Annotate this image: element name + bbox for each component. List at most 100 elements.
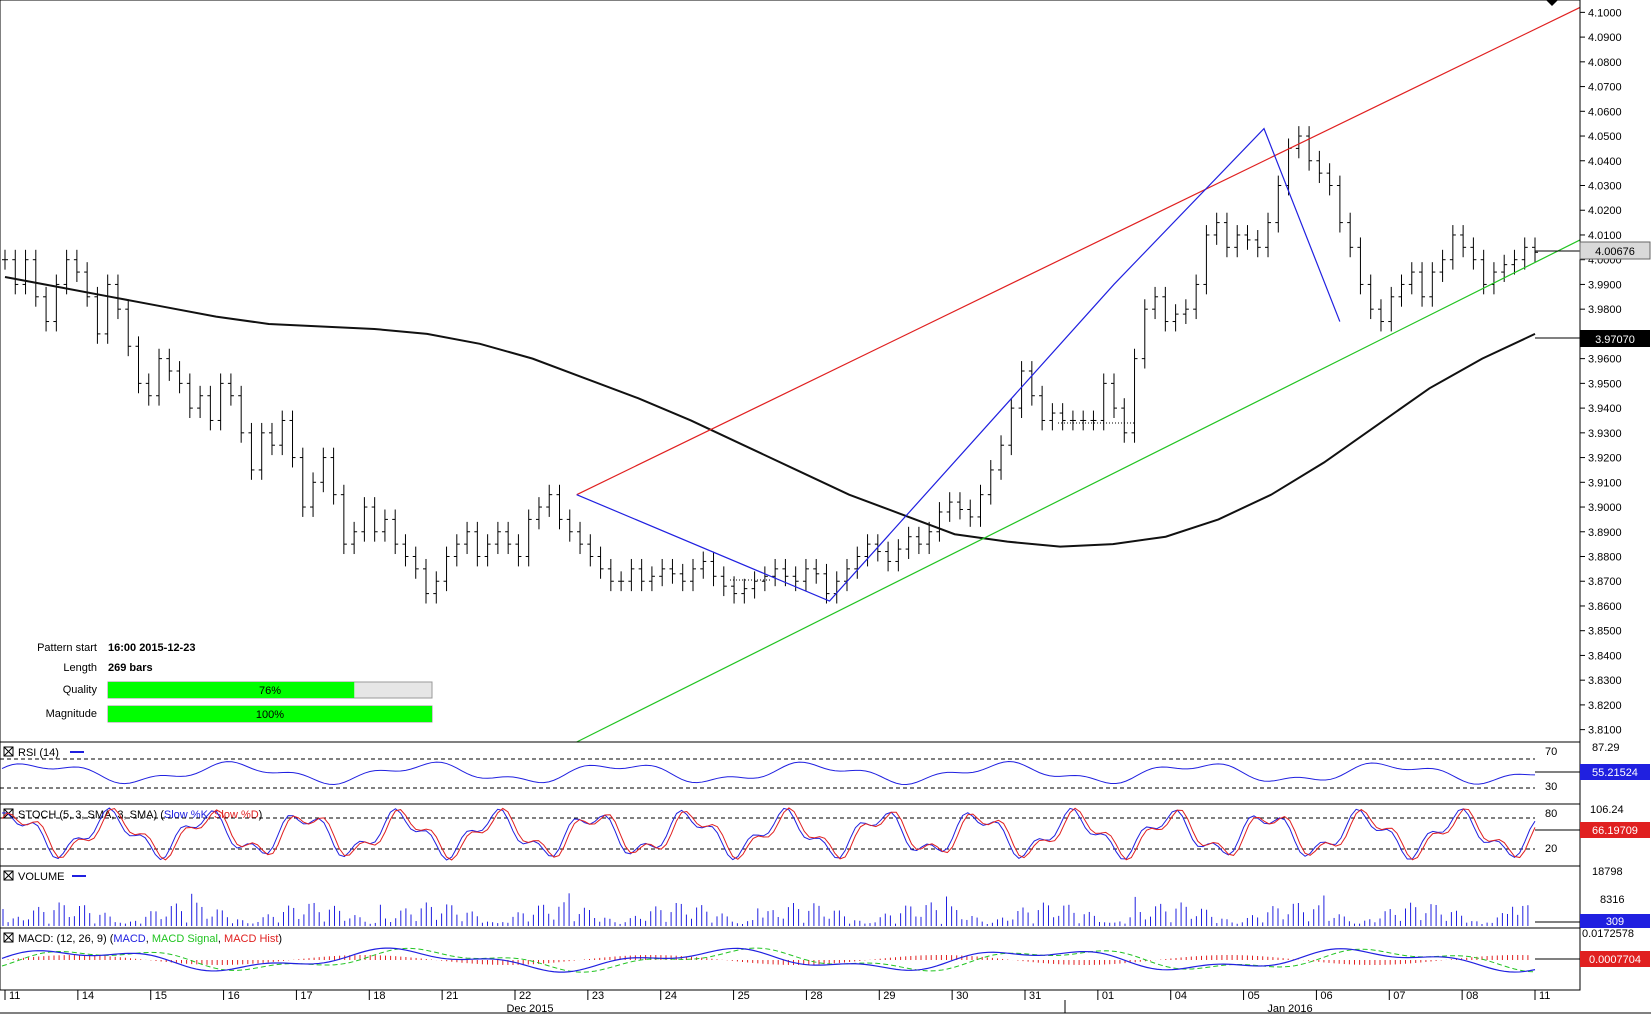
price-tick-label: 4.1000 [1588,7,1622,19]
day-label: 05 [1248,990,1260,1002]
macd-title-sep1: , [146,933,152,945]
price-tick-label: 3.8500 [1588,626,1622,638]
price-tick-label: 3.9400 [1588,403,1622,415]
stoch-slow-k-line [1,807,1536,861]
price-panel-frame [0,0,1581,743]
macd-title-suffix: ) [278,933,282,945]
day-label: 30 [956,990,968,1002]
stoch-title: STOCH (5, 3, SMA, 3, SMA) (Slow %K, Slow… [18,809,262,821]
price-tick-label: 3.9800 [1588,304,1622,316]
ma-price-label: 3.97070 [1595,334,1635,346]
macd-title-sep2: , [218,933,224,945]
volume-mid-label: 8316 [1600,894,1624,906]
price-tick-label: 3.8300 [1588,675,1622,687]
price-tick-label: 3.9600 [1588,354,1622,366]
day-label: 15 [155,990,167,1002]
ma-price-box [1580,330,1650,347]
stoch-value-label: 66.19709 [1592,825,1638,837]
macd-line [1,947,1536,973]
day-label: 29 [883,990,895,1002]
magnitude-bar-fill [108,706,432,722]
day-label: 31 [1029,990,1041,1002]
day-label: 07 [1393,990,1405,1002]
magnitude-label: Magnitude [46,708,97,720]
macd-title-signal: MACD Signal [152,933,218,945]
day-label: 23 [592,990,604,1002]
macd-value-box [1580,951,1650,967]
price-tick-label: 4.0500 [1588,131,1622,143]
macd-close-icon-x [3,932,14,943]
stoch-level-20-label: 20 [1545,843,1557,855]
volume-panel: VOLUME [0,865,1581,929]
volume-value-box [1580,914,1650,928]
day-label: 16 [228,990,240,1002]
month-label-dec: Dec 2015 [506,1003,553,1014]
volume-close-icon-x [3,870,14,881]
day-label: 11 [1539,990,1550,1002]
price-bars [2,126,1538,604]
macd-value-label: 0.0007704 [1589,954,1641,966]
price-axis: 4.1000 4.0900 4.0800 4.0700 4.0600 4.0500 4.04… [1579,0,1622,990]
price-tick-label: 3.8100 [1588,725,1622,737]
price-tick-label: 4.0600 [1588,106,1622,118]
rsi-title: RSI (14) [18,747,59,759]
macd-title: MACD: (12, 26, 9) (MACD, MACD Signal, MA… [18,933,282,945]
stoch-max-label: 106.24 [1590,804,1624,816]
price-tick-label: 4.0400 [1588,156,1622,168]
quality-value: 76% [259,685,281,697]
volume-title: VOLUME [18,871,64,883]
rsi-max-label: 87.29 [1592,742,1620,754]
pattern-zigzag-line [576,127,1341,602]
stoch-title-suffix: ) [259,809,263,821]
macd-histogram [7,955,1529,965]
stoch-title-prefix: STOCH (5, 3, SMA, 3, SMA) ( [18,809,164,821]
price-tick-label: 3.9100 [1588,477,1622,489]
stoch-title-k: Slow %K [164,809,209,821]
rsi-close-icon-x [3,746,14,757]
day-label: 22 [519,990,531,1002]
macd-title-prefix: MACD: (12, 26, 9) ( [18,933,114,945]
quality-label: Quality [63,684,98,696]
pattern-start-label: Pattern start [37,642,97,654]
price-tick-label: 3.8400 [1588,650,1622,662]
day-label: 08 [1466,990,1478,1002]
price-tick-label: 4.0100 [1588,230,1622,242]
rsi-panel-frame [0,741,1581,805]
rsi-value-label: 55.21524 [1592,767,1638,779]
pattern-info-box: Pattern start 16:00 2015-12-23 Length 26… [37,642,433,723]
quality-bar-fill [108,682,355,698]
price-tick-label: 3.9000 [1588,502,1622,514]
volume-max-label: 18798 [1592,866,1623,878]
rsi-level-70-label: 70 [1545,746,1557,758]
current-price-label: 4.00676 [1595,246,1635,258]
day-label: 14 [82,990,94,1002]
day-label: 21 [446,990,458,1002]
day-label: 18 [373,990,385,1002]
macd-signal-line [1,947,1536,973]
price-panel [0,0,1581,743]
volume-value-label: 309 [1606,916,1624,928]
time-axis: 11 14 15 16 17 18 21 22 23 24 25 28 29 30 31 01 04 05 06 07… [0,989,1651,1014]
stoch-value-box [1580,822,1650,838]
price-tick-label: 4.0700 [1588,82,1622,94]
day-label: 25 [738,990,750,1002]
price-tick-label: 3.9500 [1588,378,1622,390]
price-tick-label: 4.0300 [1588,181,1622,193]
day-label: 11 [9,990,20,1002]
macd-panel-frame [0,927,1581,991]
price-tick-label: 3.8800 [1588,552,1622,564]
length-label: Length [63,662,97,674]
stoch-level-80-label: 80 [1545,808,1557,820]
month-label-jan: Jan 2016 [1267,1003,1312,1014]
price-tick-label: 3.9200 [1588,453,1622,465]
rsi-level-30-label: 30 [1545,781,1557,793]
rsi-line [1,761,1536,786]
moving-average-line [4,276,1536,548]
length-value: 269 bars [108,662,153,674]
day-label: 01 [1102,990,1114,1002]
current-price-box [1579,241,1651,260]
macd-panel: MACD: (12, 26, 9) (MACD, MACD Signal, MA… [0,927,1581,991]
magnitude-value: 100% [256,709,284,721]
rsi-value-box [1580,764,1650,780]
